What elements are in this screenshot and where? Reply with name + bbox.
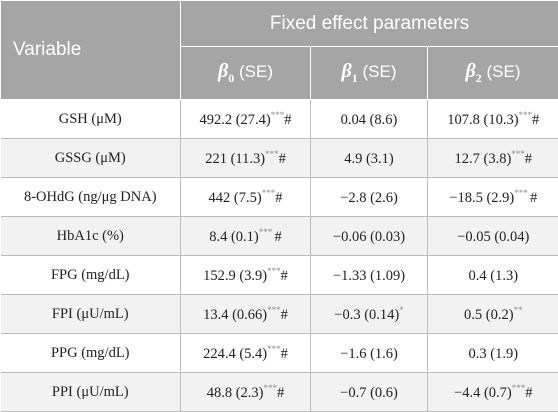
significance-mark: *** [259, 227, 275, 237]
hash-mark: # [284, 111, 291, 127]
table-body: GSH (μM)492.2 (27.4)***#0.04 (8.6)107.8 … [1, 100, 558, 412]
beta1-cell: −0.06 (0.03) [311, 217, 428, 256]
beta0-cell: 8.4 (0.1)*** # [181, 217, 311, 256]
table-row: GSSG (μM)221 (11.3)***#4.9 (3.1)12.7 (3.… [1, 139, 558, 178]
table-row: FPG (mg/dL)152.9 (3.9)***#−1.33 (1.09)0.… [1, 256, 558, 295]
beta1-cell: −0.7 (0.6) [311, 373, 428, 412]
fixed-effect-group-header: Fixed effect parameters [181, 1, 558, 47]
significance-mark: *** [267, 266, 281, 276]
hash-mark: # [281, 267, 288, 283]
variable-cell: 8-OHdG (ng/μg DNA) [1, 178, 181, 217]
table-row: GSH (μM)492.2 (27.4)***#0.04 (8.6)107.8 … [1, 100, 558, 139]
variable-header: Variable [1, 1, 181, 100]
beta2-cell: −4.4 (0.7)***# [428, 373, 558, 412]
variable-cell: PPI (μU/mL) [1, 373, 181, 412]
table-row: PPG (mg/dL)224.4 (5.4)***#−1.6 (1.6)0.3 … [1, 334, 558, 373]
variable-cell: FPI (μU/mL) [1, 295, 181, 334]
hash-mark: # [275, 228, 282, 244]
beta1-cell: 4.9 (3.1) [311, 139, 428, 178]
beta0-cell: 13.4 (0.66)***# [181, 295, 311, 334]
hash-mark: # [275, 189, 282, 205]
beta0-se-label: (SE) [239, 62, 273, 81]
beta0-cell: 224.4 (5.4)***# [181, 334, 311, 373]
significance-mark: *** [511, 149, 525, 159]
variable-cell: PPG (mg/dL) [1, 334, 181, 373]
beta1-cell: −2.8 (2.6) [311, 178, 428, 217]
significance-mark: *** [267, 344, 281, 354]
table-row: PPI (μU/mL)48.8 (2.3)***#−0.7 (0.6)−4.4 … [1, 373, 558, 412]
beta1-se-label: (SE) [362, 62, 396, 81]
hash-mark: # [530, 189, 537, 205]
beta2-cell: −18.5 (2.9)*** # [428, 178, 558, 217]
beta0-header: β0 (SE) [181, 47, 311, 100]
beta1-cell: −1.33 (1.09) [311, 256, 428, 295]
significance-mark: *** [271, 110, 285, 120]
hash-mark: # [281, 306, 288, 322]
beta2-cell: 0.3 (1.9) [428, 334, 558, 373]
variable-cell: HbA1c (%) [1, 217, 181, 256]
beta1-cell: 0.04 (8.6) [311, 100, 428, 139]
beta2-se-label: (SE) [487, 62, 521, 81]
beta1-header: β1 (SE) [311, 47, 428, 100]
table-header: Variable Fixed effect parameters β0 (SE)… [1, 1, 558, 100]
beta1-cell: −1.6 (1.6) [311, 334, 428, 373]
hash-mark: # [279, 150, 286, 166]
beta2-symbol: β2 [466, 60, 482, 82]
beta0-cell: 152.9 (3.9)***# [181, 256, 311, 295]
table-row: 8-OHdG (ng/μg DNA)442 (7.5)***#−2.8 (2.6… [1, 178, 558, 217]
beta0-cell: 442 (7.5)***# [181, 178, 311, 217]
significance-mark: *** [514, 188, 530, 198]
significance-mark: ** [514, 305, 523, 315]
significance-mark: *** [264, 383, 278, 393]
hash-mark: # [525, 384, 532, 400]
beta2-cell: 0.4 (1.3) [428, 256, 558, 295]
beta1-cell: −0.3 (0.14)* [311, 295, 428, 334]
beta2-cell: 107.8 (10.3)***# [428, 100, 558, 139]
beta2-cell: 0.5 (0.2)** [428, 295, 558, 334]
variable-cell: GSSG (μM) [1, 139, 181, 178]
table-row: FPI (μU/mL)13.4 (0.66)***#−0.3 (0.14)*0.… [1, 295, 558, 334]
variable-cell: FPG (mg/dL) [1, 256, 181, 295]
beta0-cell: 48.8 (2.3)***# [181, 373, 311, 412]
significance-mark: * [399, 305, 404, 315]
beta2-header: β2 (SE) [428, 47, 558, 100]
hash-mark: # [525, 150, 532, 166]
variable-cell: GSH (μM) [1, 100, 181, 139]
beta0-cell: 221 (11.3)***# [181, 139, 311, 178]
significance-mark: *** [267, 305, 281, 315]
beta0-symbol: β0 [218, 60, 234, 82]
beta2-cell: −0.05 (0.04) [428, 217, 558, 256]
beta2-cell: 12.7 (3.8)***# [428, 139, 558, 178]
table-row: HbA1c (%)8.4 (0.1)*** #−0.06 (0.03)−0.05… [1, 217, 558, 256]
hash-mark: # [277, 384, 284, 400]
significance-mark: *** [265, 149, 279, 159]
hash-mark: # [281, 345, 288, 361]
beta1-symbol: β1 [342, 60, 358, 82]
significance-mark: *** [512, 383, 526, 393]
significance-mark: *** [262, 188, 276, 198]
beta0-cell: 492.2 (27.4)***# [181, 100, 311, 139]
hash-mark: # [532, 111, 539, 127]
significance-mark: *** [519, 110, 533, 120]
